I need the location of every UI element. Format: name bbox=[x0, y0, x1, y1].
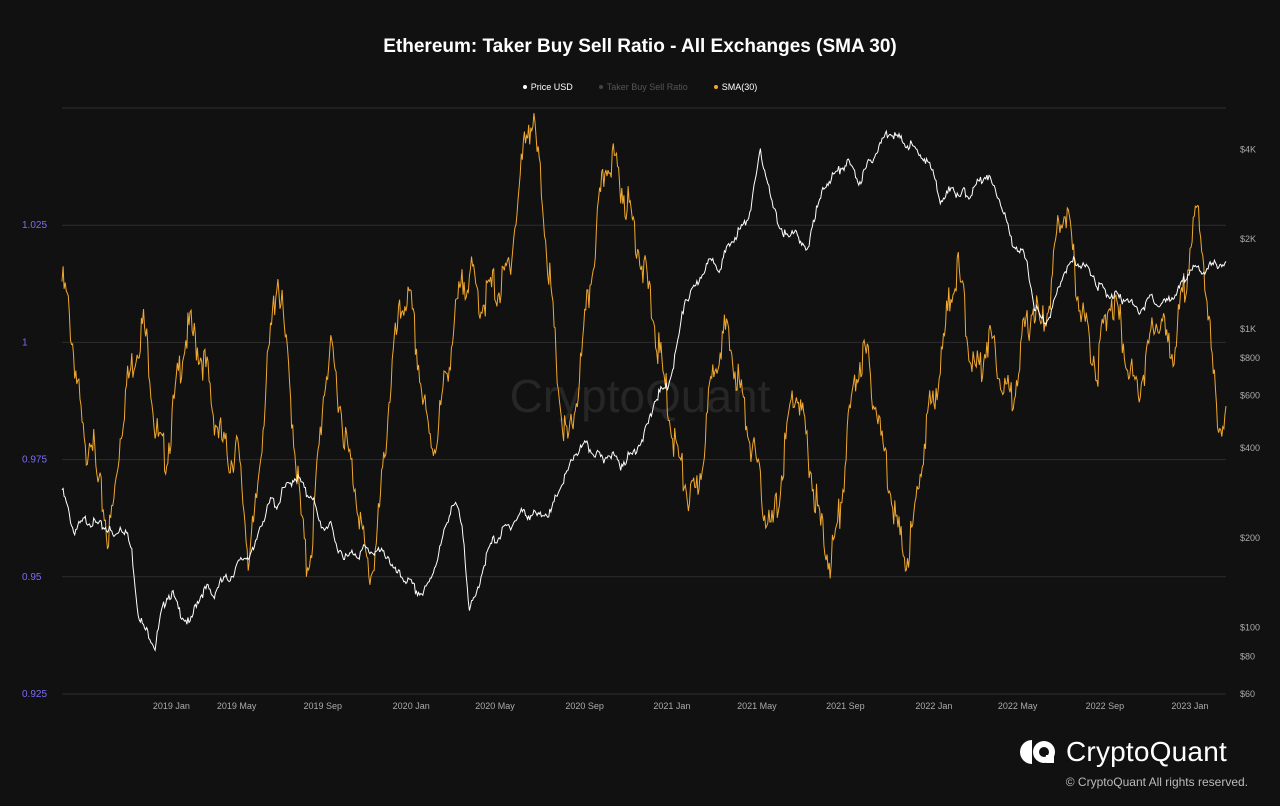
ratio-legend-dot-icon bbox=[598, 85, 603, 89]
x-tick-label: 2019 Sep bbox=[303, 701, 342, 711]
copyright-text: © CryptoQuant All rights reserved. bbox=[1065, 775, 1248, 789]
left-tick-label: 1.025 bbox=[22, 220, 47, 231]
right-tick-label: $2K bbox=[1240, 234, 1256, 244]
x-tick-label: 2020 Sep bbox=[565, 701, 604, 711]
chart-legend: Price USD Taker Buy Sell Ratio SMA(30) bbox=[0, 82, 1280, 92]
x-tick-label: 2019 Jan bbox=[153, 701, 190, 711]
x-axis: 2019 Jan 2019 May 2019 Sep 2020 Jan 2020 May… bbox=[153, 701, 1209, 711]
x-tick-label: 2021 May bbox=[737, 701, 777, 711]
right-tick-label: $200 bbox=[1240, 533, 1260, 543]
x-tick-label: 2022 Jan bbox=[915, 701, 952, 711]
x-tick-label: 2023 Jan bbox=[1171, 701, 1208, 711]
grid-lines bbox=[62, 107, 1226, 695]
sma-legend-dot-icon bbox=[713, 85, 718, 89]
legend-label-price: Price USD bbox=[530, 82, 573, 92]
right-tick-label: $800 bbox=[1240, 353, 1260, 363]
right-axis: $60 $80 $100 $200 $400 $600 $800 $1K $2K $4K bbox=[1240, 144, 1260, 699]
left-axis: 0.925 0.95 0.975 1 1.025 bbox=[22, 220, 47, 700]
x-tick-label: 2021 Jan bbox=[653, 701, 690, 711]
price-legend-dot-icon bbox=[522, 85, 527, 89]
legend-label-sma: SMA(30) bbox=[721, 82, 758, 92]
x-tick-label: 2021 Sep bbox=[826, 701, 865, 711]
right-tick-label: $60 bbox=[1240, 689, 1255, 699]
x-tick-label: 2020 Jan bbox=[393, 701, 430, 711]
legend-item-sma[interactable]: SMA(30) bbox=[713, 82, 758, 92]
right-tick-label: $4K bbox=[1240, 144, 1256, 154]
x-tick-label: 2020 May bbox=[475, 701, 515, 711]
watermark-text: CryptoQuant bbox=[510, 370, 771, 422]
left-tick-label: 0.95 bbox=[22, 572, 42, 583]
x-tick-label: 2019 May bbox=[217, 701, 257, 711]
x-tick-label: 2022 May bbox=[998, 701, 1038, 711]
cryptoquant-logo-icon bbox=[1020, 740, 1055, 764]
sma-series-line bbox=[61, 113, 1227, 585]
price-series-line bbox=[61, 129, 1227, 652]
left-tick-label: 1 bbox=[22, 337, 28, 348]
right-tick-label: $600 bbox=[1240, 390, 1260, 400]
right-tick-label: $80 bbox=[1240, 652, 1255, 662]
right-tick-label: $1K bbox=[1240, 324, 1256, 334]
chart-title: Ethereum: Taker Buy Sell Ratio - All Exc… bbox=[383, 36, 897, 57]
legend-item-price[interactable]: Price USD bbox=[522, 82, 573, 92]
left-tick-label: 0.975 bbox=[22, 455, 47, 466]
right-tick-label: $100 bbox=[1240, 623, 1260, 633]
brand-name: CryptoQuant bbox=[1066, 736, 1227, 767]
x-tick-label: 2022 Sep bbox=[1086, 701, 1125, 711]
brand-logo: CryptoQuant bbox=[1018, 736, 1227, 768]
left-tick-label: 0.925 bbox=[22, 689, 47, 700]
legend-label-ratio: Taker Buy Sell Ratio bbox=[606, 82, 688, 92]
right-tick-label: $400 bbox=[1240, 443, 1260, 453]
legend-item-ratio[interactable]: Taker Buy Sell Ratio bbox=[598, 82, 688, 92]
